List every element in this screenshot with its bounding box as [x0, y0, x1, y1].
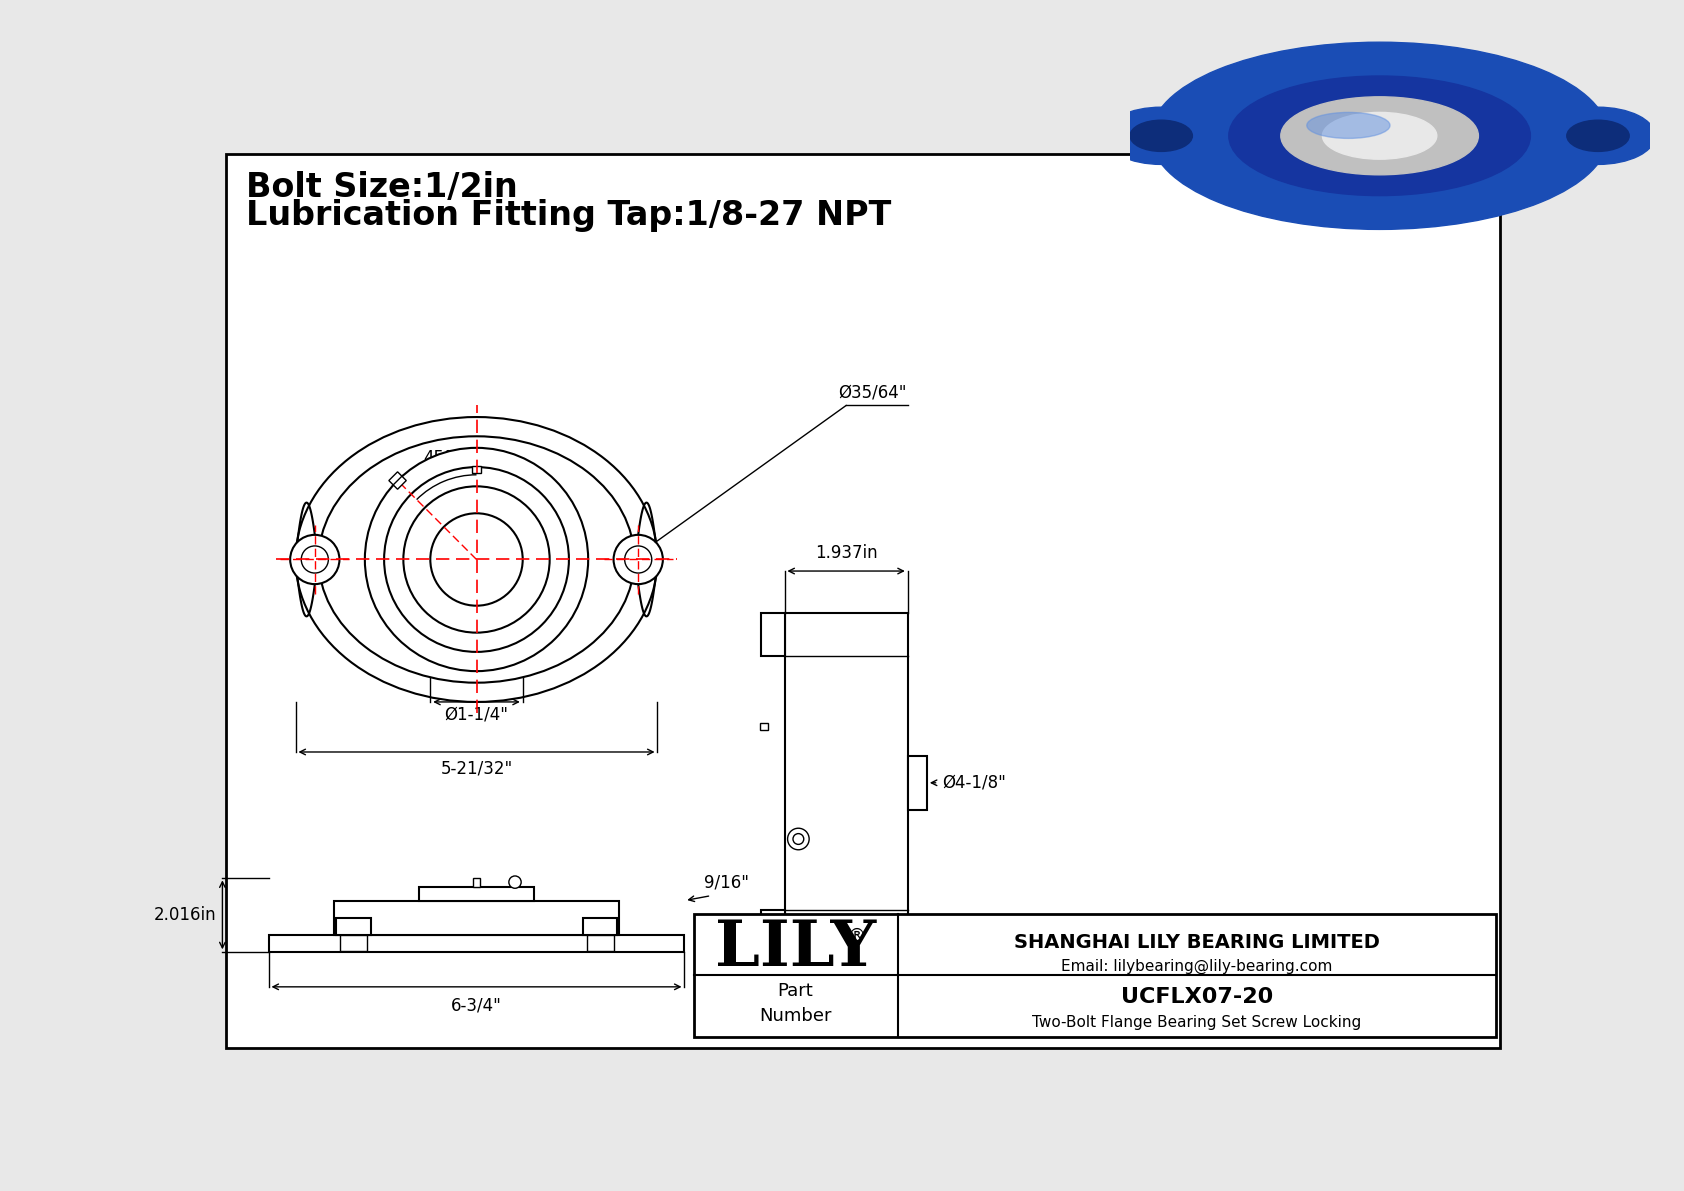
Text: SHANGHAI LILY BEARING LIMITED: SHANGHAI LILY BEARING LIMITED [1014, 933, 1379, 952]
Circle shape [290, 535, 340, 584]
Text: Ø35/64": Ø35/64" [839, 384, 908, 401]
Text: Two-Bolt Flange Bearing Set Screw Locking: Two-Bolt Flange Bearing Set Screw Lockin… [1032, 1015, 1361, 1029]
Text: 6-3/4": 6-3/4" [451, 996, 502, 1014]
Text: 1-1/2": 1-1/2" [820, 1004, 872, 1022]
Text: 9/16": 9/16" [704, 874, 749, 892]
Ellipse shape [318, 436, 635, 682]
Ellipse shape [404, 486, 549, 632]
Bar [908, 756, 926, 810]
Bar [583, 918, 618, 935]
Text: Bolt Size:1/2in: Bolt Size:1/2in [246, 170, 517, 204]
Circle shape [509, 875, 520, 888]
Bar [761, 910, 785, 952]
Bar [340, 935, 367, 950]
Bar [473, 878, 480, 887]
Text: Email: lilybearing@lily-bearing.com: Email: lilybearing@lily-bearing.com [1061, 959, 1332, 974]
Text: ®: ® [847, 927, 866, 944]
Ellipse shape [1541, 107, 1655, 164]
Ellipse shape [384, 467, 569, 651]
Bar [694, 913, 1495, 1037]
Circle shape [793, 834, 803, 844]
Ellipse shape [1130, 120, 1192, 151]
Ellipse shape [431, 513, 522, 606]
Circle shape [788, 828, 808, 850]
Circle shape [613, 535, 663, 584]
Bar [337, 918, 370, 935]
Text: Part
Number: Part Number [759, 983, 832, 1025]
Text: LILY: LILY [714, 918, 876, 979]
Ellipse shape [1307, 112, 1389, 138]
Ellipse shape [365, 448, 588, 672]
Text: UCFLX07-20: UCFLX07-20 [1122, 987, 1273, 1008]
Ellipse shape [1282, 96, 1479, 175]
Bar [333, 900, 620, 935]
Bar [419, 887, 534, 900]
Text: Lubrication Fitting Tap:1/8-27 NPT: Lubrication Fitting Tap:1/8-27 NPT [246, 199, 891, 232]
Text: 5-21/32": 5-21/32" [441, 760, 512, 778]
Bar [759, 723, 768, 730]
Circle shape [301, 545, 328, 573]
Text: 2.016in: 2.016in [153, 906, 216, 924]
Text: Ø4-1/8": Ø4-1/8" [943, 774, 1007, 792]
Bar [389, 472, 406, 490]
Bar [761, 613, 785, 656]
Bar [785, 613, 908, 952]
Bar [269, 935, 684, 952]
Bar [472, 466, 482, 473]
Ellipse shape [296, 417, 657, 701]
Bar [586, 935, 613, 950]
Circle shape [625, 545, 652, 573]
Ellipse shape [1150, 42, 1608, 230]
Ellipse shape [1566, 120, 1628, 151]
Text: 1.937in: 1.937in [815, 544, 877, 562]
Text: 45°: 45° [423, 449, 453, 467]
Text: Ø1-1/4": Ø1-1/4" [445, 706, 509, 724]
Ellipse shape [1229, 76, 1531, 195]
Ellipse shape [1322, 112, 1436, 160]
Ellipse shape [1105, 107, 1219, 164]
